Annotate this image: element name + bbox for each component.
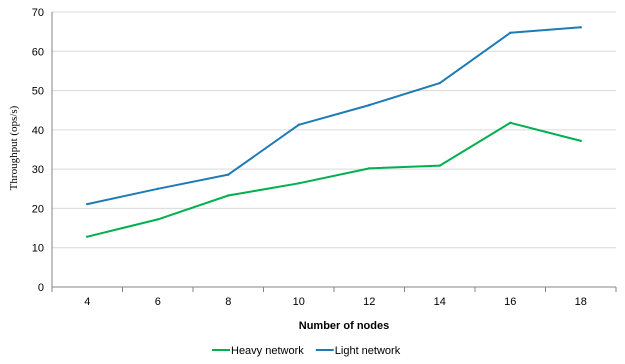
y-axis-label: Throughput (ops/s): [8, 105, 20, 190]
y-tick-label: 70: [32, 7, 44, 19]
x-tick-label: 6: [155, 296, 161, 308]
y-tick-label: 30: [32, 164, 44, 176]
data-point: [227, 173, 230, 176]
y-tick-label: 10: [32, 243, 44, 255]
x-axis-label: Number of nodes: [299, 320, 389, 332]
data-point: [368, 167, 371, 170]
x-tick-labels: 4 6 8 10 12 14 16 18: [84, 296, 587, 308]
data-point: [438, 81, 441, 85]
y-tick-label: 0: [38, 282, 44, 294]
data-point: [579, 139, 582, 143]
data-point: [579, 26, 582, 29]
x-tick-label: 18: [575, 296, 587, 308]
y-tick-label: 50: [32, 86, 44, 98]
axes: [51, 12, 617, 292]
series: [87, 26, 582, 238]
data-point: [297, 182, 300, 185]
y-tick-label: 20: [32, 203, 44, 215]
y-tick-label: 40: [32, 125, 44, 137]
data-point: [368, 103, 371, 107]
x-tick-label: 12: [363, 296, 375, 308]
series-line-heavy: [87, 121, 582, 238]
data-point: [297, 123, 300, 126]
data-point: [509, 121, 512, 124]
data-point: [86, 202, 89, 206]
data-point: [509, 31, 512, 35]
legend-item-label: Heavy network: [231, 345, 304, 357]
x-tick-label: 14: [434, 296, 446, 308]
y-tick-label: 60: [32, 46, 44, 58]
data-point: [156, 187, 159, 190]
data-point: [86, 235, 89, 238]
x-tick-label: 10: [293, 296, 305, 308]
series-line-light: [87, 26, 581, 206]
data-point: [438, 164, 441, 167]
x-tick-label: 4: [84, 296, 90, 308]
y-tick-labels: 0 10 20 30 40 50 60 70: [32, 7, 44, 294]
x-tick-label: 16: [504, 296, 516, 308]
legend: Heavy network Light network: [212, 345, 401, 357]
data-point: [227, 194, 230, 197]
x-tick-label: 8: [225, 296, 231, 308]
gridlines: [52, 11, 616, 249]
legend-item-label: Light network: [335, 345, 401, 357]
data-points: [86, 26, 582, 238]
data-point: [156, 218, 159, 221]
